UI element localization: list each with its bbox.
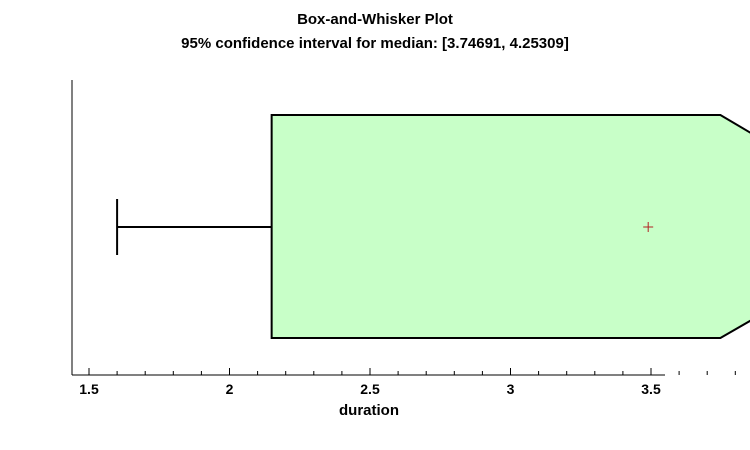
x-axis-label: duration	[339, 402, 399, 419]
mean-marker	[643, 222, 654, 232]
x-tick-label: 2.5	[360, 381, 380, 397]
x-tick-label: 2	[226, 381, 234, 397]
chart-title: Box-and-Whisker Plot	[297, 11, 453, 28]
chart-subtitle: 95% confidence interval for median: [3.7…	[181, 35, 569, 52]
x-tick-label: 3.5	[641, 381, 661, 397]
x-tick-label: 1.5	[79, 381, 99, 397]
x-tick-label: 3	[507, 381, 515, 397]
notched-box	[270, 114, 750, 339]
